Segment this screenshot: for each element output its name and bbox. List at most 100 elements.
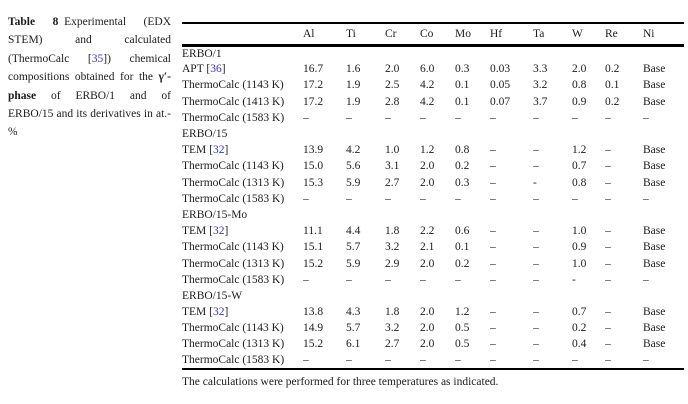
value-cell: 2.9 — [385, 257, 400, 270]
value-cell: 1.2 — [572, 144, 587, 157]
value-cell: 6.1 — [346, 338, 361, 351]
row-label: ThermoCalc (1313 K) — [182, 338, 285, 351]
value-cell: – — [605, 160, 611, 173]
value-cell: – — [533, 257, 539, 270]
value-cell: 13.9 — [303, 144, 324, 157]
reference-link[interactable]: 35 — [91, 52, 104, 65]
table-row: ThermoCalc (1313 K) 15.2 6.1 2.7 2.0 0.5 – – 0.4… — [182, 336, 684, 352]
table-row: APT [36] 16.7 1.6 2.0 6.0 0.3 0.03 3.3 2.0 0.2 Bas… — [182, 61, 684, 77]
value-cell: 17.2 — [303, 95, 324, 108]
value-cell: 15.2 — [303, 257, 324, 270]
table-row: ThermoCalc (1413 K) 17.2 1.9 2.8 4.2 0.1 0.07 3… — [182, 94, 684, 110]
caption-bold-text: γ′-phase — [8, 71, 171, 102]
row-label: ThermoCalc (1143 K) — [182, 160, 284, 173]
value-cell: 2.0 — [385, 63, 400, 76]
row-label: ThermoCalc (1413 K) — [182, 95, 285, 108]
value-cell: 1.6 — [346, 63, 361, 76]
row-label: TEM [32] — [182, 306, 229, 319]
value-cell: – — [385, 192, 391, 205]
value-cell: – — [490, 176, 496, 189]
value-cell: – — [605, 322, 611, 335]
value-cell: 2.0 — [420, 338, 435, 351]
value-cell: – — [490, 111, 496, 124]
value-cell: - — [572, 273, 576, 286]
value-cell: – — [455, 111, 461, 124]
value-cell: 6.0 — [420, 63, 435, 76]
column-header-mo: Mo — [455, 27, 471, 40]
value-cell: 5.9 — [346, 176, 361, 189]
value-cell: 2.2 — [420, 225, 435, 238]
value-cell: 2.7 — [385, 176, 400, 189]
value-cell: – — [490, 257, 496, 270]
row-label: ThermoCalc (1143 K) — [182, 322, 284, 335]
section-label: ERBO/15-Mo — [182, 208, 248, 221]
reference-link[interactable]: 32 — [212, 144, 225, 157]
caption-text: Experimental (EDX STEM) and calculated (… — [8, 16, 171, 65]
value-cell: – — [490, 338, 496, 351]
value-cell: 0.1 — [605, 79, 620, 92]
reference-link[interactable]: 32 — [212, 225, 225, 238]
value-cell: 1.2 — [455, 306, 470, 319]
value-cell: 0.5 — [455, 322, 470, 335]
value-cell: 5.9 — [346, 257, 361, 270]
value-cell: – — [303, 111, 309, 124]
value-cell: – — [303, 192, 309, 205]
column-header-ta: Ta — [533, 27, 545, 40]
row-label: ThermoCalc (1583 K) — [182, 273, 285, 286]
value-cell: 1.9 — [346, 79, 361, 92]
table-row: ThermoCalc (1143 K) 15.1 5.7 3.2 2.1 0.1 – – 0.9… — [182, 239, 684, 255]
table-area: Al Ti Cr Co Mo Hf Ta W Re Ni ERBO/1 APT [36] 16.7 1.… — [182, 22, 684, 388]
value-cell: Base — [643, 95, 666, 108]
value-cell: – — [605, 257, 611, 270]
value-cell: – — [455, 192, 461, 205]
table-row: ThermoCalc (1583 K) – – – – – – – – – – — [182, 353, 684, 369]
column-header-ti: Ti — [346, 27, 356, 40]
value-cell: – — [643, 354, 649, 367]
reference-link[interactable]: 36 — [210, 63, 222, 76]
value-cell: 0.7 — [572, 306, 587, 319]
value-cell: 0.3 — [455, 176, 470, 189]
value-cell: 0.1 — [455, 95, 470, 108]
column-header-ni: Ni — [643, 27, 655, 40]
value-cell: – — [346, 192, 352, 205]
table-row: ThermoCalc (1313 K) 15.2 5.9 2.9 2.0 0.2 – – 1.0… — [182, 255, 684, 271]
section-label: ERBO/1 — [182, 47, 222, 60]
table-row: ThermoCalc (1143 K) 17.2 1.9 2.5 4.2 0.1 0.05 3… — [182, 77, 684, 93]
section-row: ERBO/1 — [182, 45, 684, 61]
value-cell: 0.3 — [455, 63, 470, 76]
value-cell: – — [605, 176, 611, 189]
row-label: APT [36] — [182, 63, 226, 76]
reference-link[interactable]: 32 — [212, 306, 225, 319]
column-header-re: Re — [605, 27, 618, 40]
value-cell: 4.2 — [346, 144, 361, 157]
value-cell: 15.0 — [303, 160, 324, 173]
value-cell: 0.5 — [455, 338, 470, 351]
value-cell: – — [605, 241, 611, 254]
value-cell: – — [385, 273, 391, 286]
corner-cell — [182, 23, 303, 45]
table-footnote: The calculations were performed for thre… — [182, 375, 499, 388]
value-cell: 2.8 — [385, 95, 400, 108]
table-row: TEM [32] 13.8 4.3 1.8 2.0 1.2 – – 0.7 – Base — [182, 304, 684, 320]
value-cell: 0.2 — [572, 322, 587, 335]
value-cell: – — [490, 192, 496, 205]
section-row: ERBO/15 — [182, 126, 684, 142]
value-cell: 5.7 — [346, 322, 361, 335]
value-cell: 3.2 — [385, 322, 400, 335]
value-cell: – — [346, 273, 352, 286]
value-cell: 1.2 — [420, 144, 435, 157]
value-cell: 14.9 — [303, 322, 324, 335]
value-cell: – — [572, 111, 578, 124]
value-cell: – — [490, 306, 496, 319]
value-cell: Base — [643, 241, 666, 254]
value-cell: 0.9 — [572, 241, 587, 254]
caption-bold-text: Table 8 — [8, 16, 59, 28]
value-cell: 15.2 — [303, 338, 324, 351]
value-cell: – — [572, 354, 578, 367]
value-cell: 0.6 — [455, 225, 470, 238]
value-cell: – — [490, 144, 496, 157]
value-cell: 17.2 — [303, 79, 324, 92]
value-cell: 0.8 — [455, 144, 470, 157]
table-row: ThermoCalc (1583 K) – – – – – – – – – – — [182, 110, 684, 126]
